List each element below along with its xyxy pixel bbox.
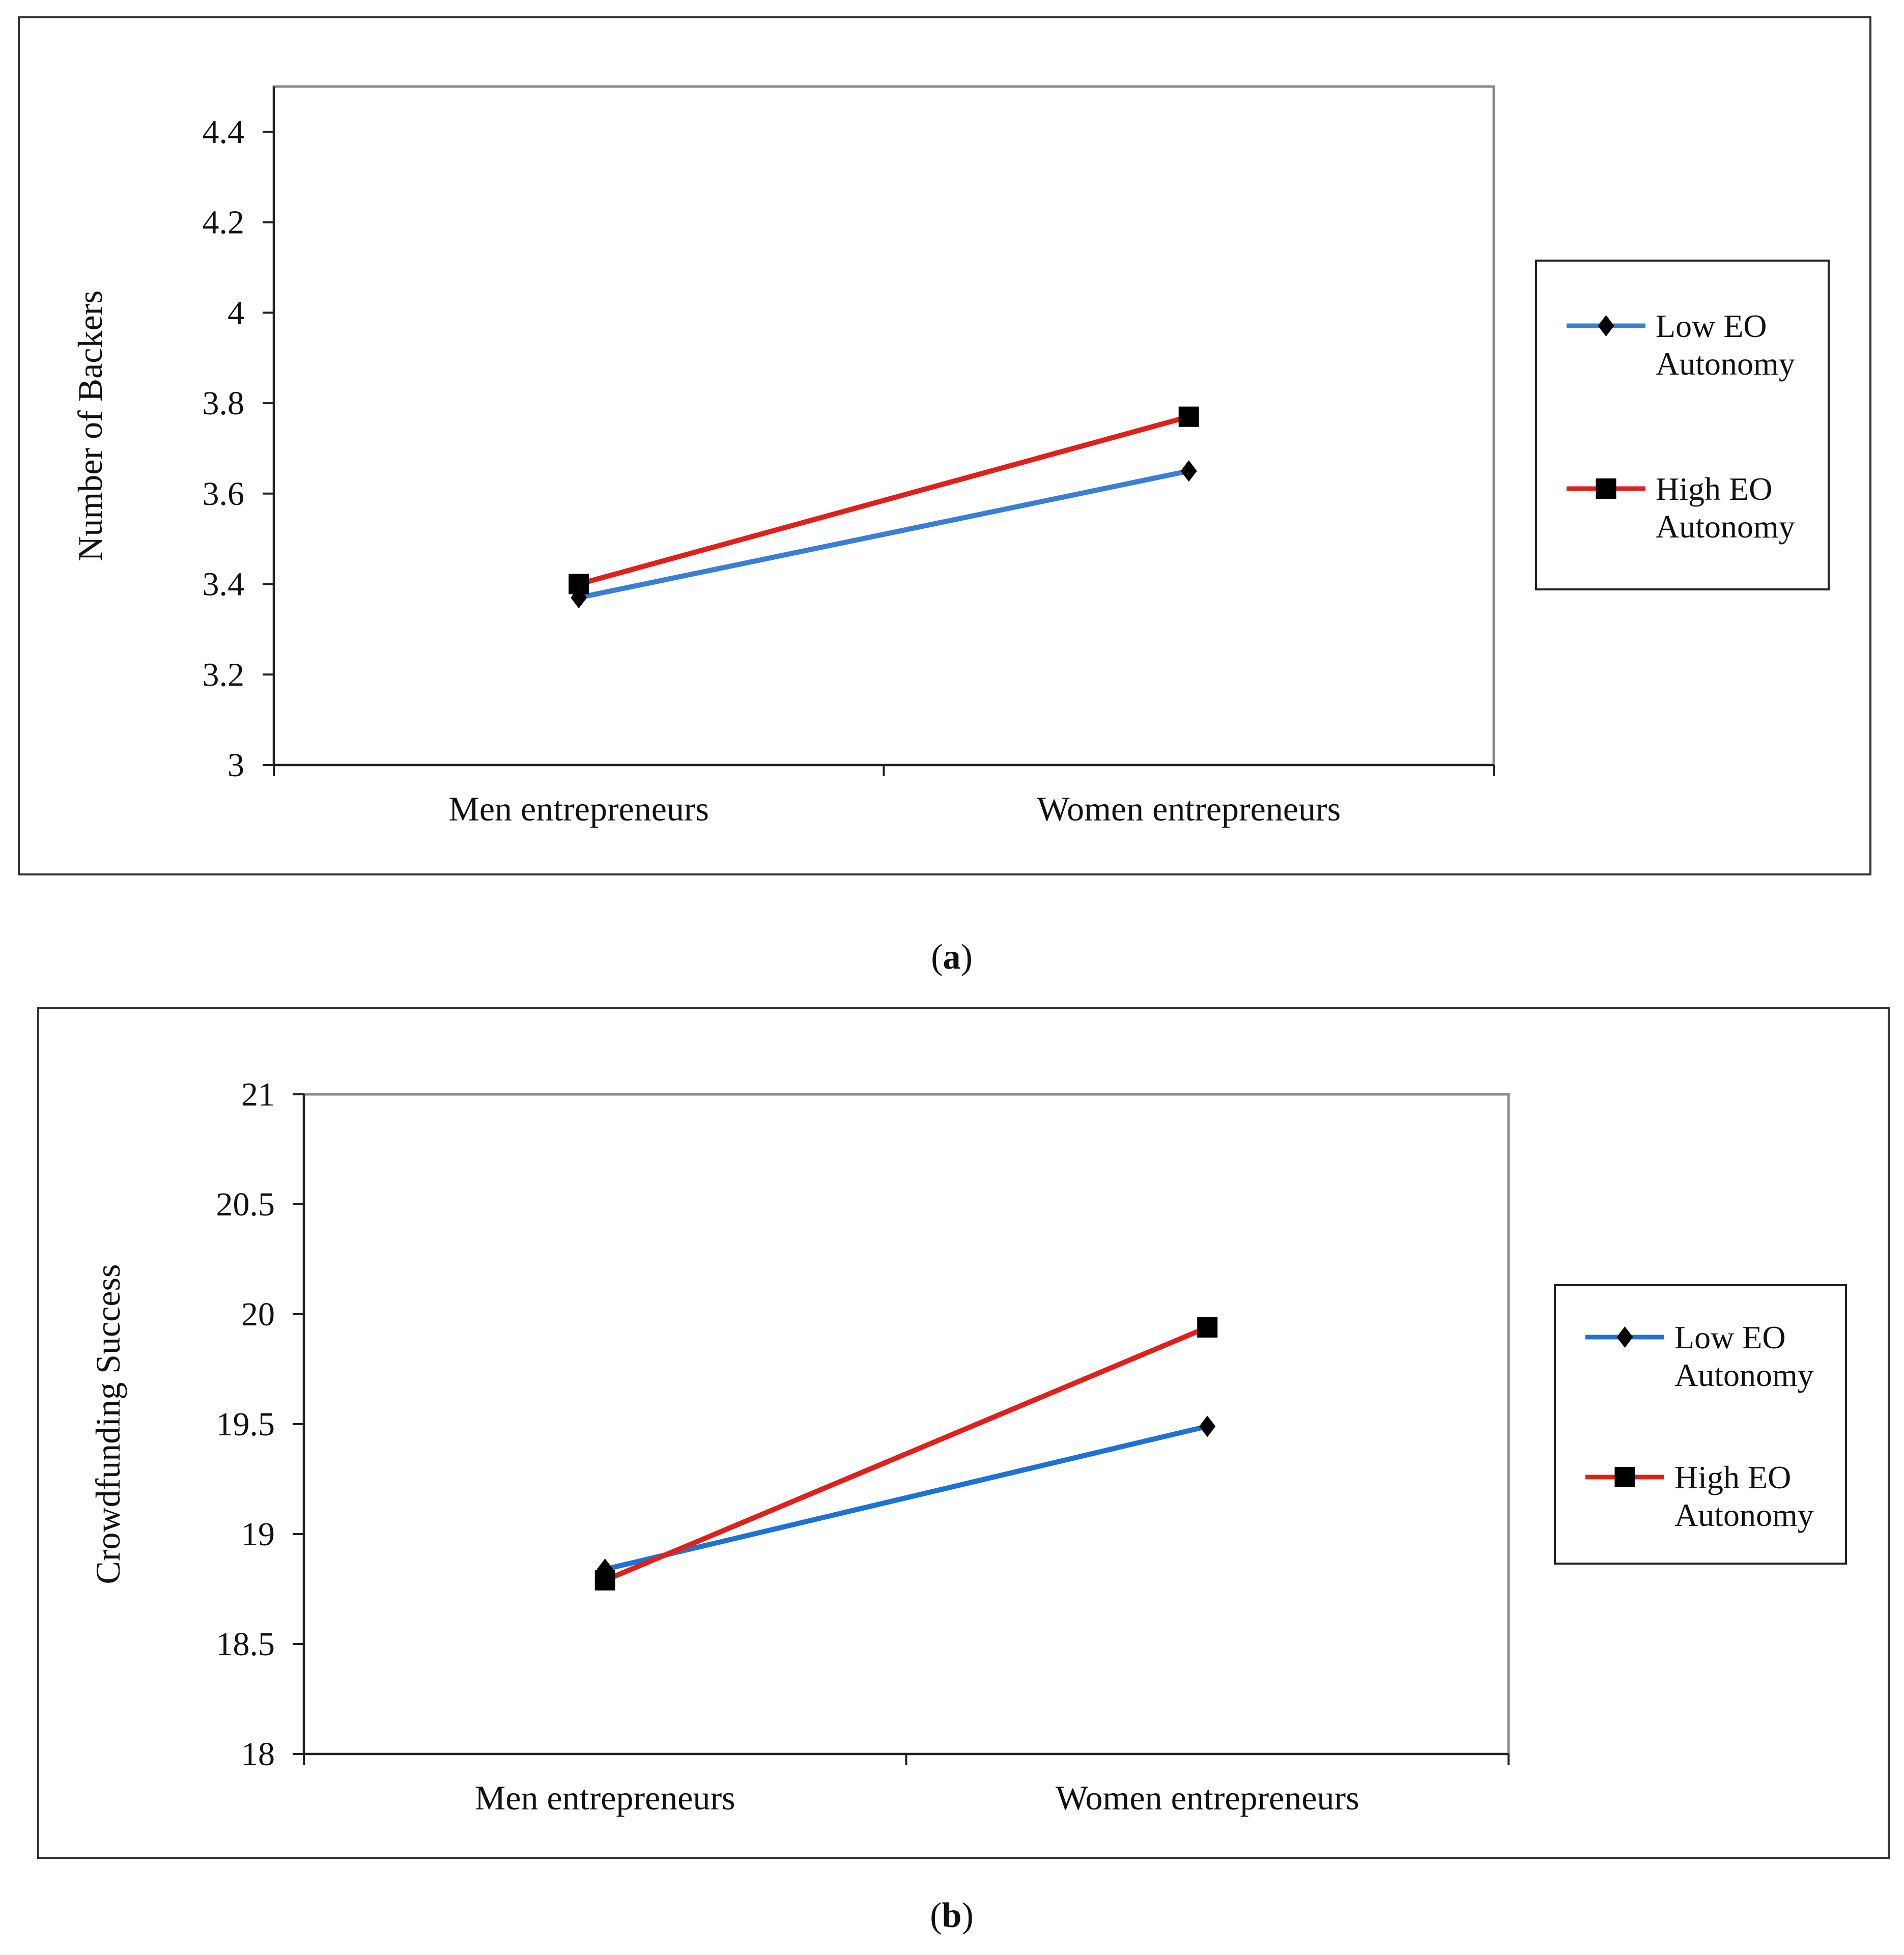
series-high-eo-autonomy [569, 406, 1199, 594]
data-point [594, 1570, 615, 1591]
series-low-eo-autonomy [571, 460, 1197, 609]
y-tick-label: 3.2 [203, 656, 245, 693]
y-tick-label: 3.4 [203, 566, 245, 603]
caption-paren-close: ) [961, 1896, 973, 1935]
legend-label: Low EO [1656, 308, 1767, 344]
series-low-eo-autonomy [596, 1415, 1216, 1580]
data-point [569, 574, 589, 594]
series-line [604, 1424, 1208, 1572]
legend-label: Autonomy [1674, 1497, 1814, 1533]
chart-panel-a: 3 3.2 3.4 3.6 3.8 4 4.2 4.4 Men entrepreneurs Wom… [18, 16, 1871, 875]
x-tick-label: Women entrepreneurs [1056, 1778, 1359, 1817]
y-tick-label: 3.8 [203, 385, 245, 422]
panel-caption: (a) [931, 938, 973, 977]
y-tick-label: 3 [228, 747, 244, 784]
legend-label: High EO [1656, 471, 1772, 507]
x-tick-label: Men entrepreneurs [448, 789, 709, 828]
y-tick-label: 21 [241, 1076, 275, 1113]
y-tick-label: 4.2 [203, 204, 245, 241]
data-point [1197, 1317, 1218, 1338]
legend-marker [1616, 1326, 1633, 1348]
legend-label: Autonomy [1656, 508, 1795, 545]
y-tick-label: 19.5 [216, 1406, 275, 1443]
legend-label: Autonomy [1674, 1357, 1814, 1393]
y-tick-label: 19 [241, 1516, 275, 1553]
caption-paren-open: ( [930, 1896, 942, 1935]
legend-box [1554, 1284, 1847, 1565]
caption-paren-open: ( [931, 938, 943, 977]
legend-marker [1598, 315, 1614, 336]
y-tick-label: 20.5 [216, 1186, 275, 1223]
x-tick-label: Women entrepreneurs [1037, 789, 1341, 828]
series-line [578, 414, 1190, 587]
legend-label: Low EO [1674, 1319, 1786, 1355]
panel-frame [18, 16, 1871, 875]
y-tick-label: 4 [228, 294, 244, 331]
y-tick-label: 20 [241, 1296, 275, 1333]
y-tick-label: 18 [241, 1736, 275, 1773]
legend-box [1535, 260, 1830, 590]
panel-frame [37, 1007, 1890, 1859]
x-tick-label: Men entrepreneurs [475, 1778, 735, 1817]
series-high-eo-autonomy [594, 1317, 1218, 1591]
y-axis-title: Number of Backers [71, 290, 109, 561]
legend-label: High EO [1674, 1459, 1791, 1495]
caption-paren-close: ) [961, 938, 973, 977]
legend-label: Autonomy [1656, 346, 1795, 382]
panel-caption: (b) [930, 1896, 974, 1935]
y-tick-label: 3.6 [203, 475, 245, 513]
y-tick-label: 4.4 [203, 114, 245, 151]
y-axis-title: Crowdfunding Success [89, 1264, 127, 1584]
series-line [578, 468, 1189, 601]
data-point [1180, 460, 1197, 482]
legend-marker [1596, 478, 1616, 499]
legend-marker [1614, 1467, 1635, 1487]
chart-panel-b: 18 18.5 19 19.5 20 20.5 21 Men entrepreneurs Wom… [37, 1007, 1890, 1859]
caption-letter: a [943, 938, 961, 977]
data-point [1178, 406, 1199, 427]
y-tick-label: 18.5 [216, 1626, 275, 1663]
series-line [604, 1325, 1209, 1583]
plot-area [272, 85, 1495, 767]
data-point [1199, 1415, 1216, 1437]
caption-letter: b [942, 1896, 962, 1935]
plot-area [302, 1093, 1510, 1755]
